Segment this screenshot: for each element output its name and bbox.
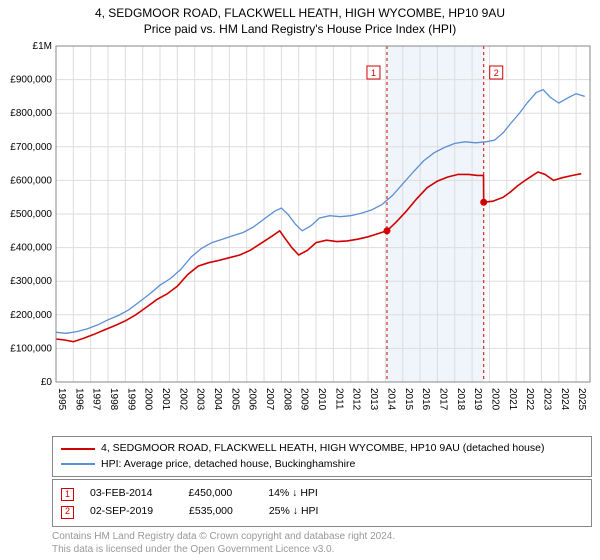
legend: 4, SEDGMOOR ROAD, FLACKWELL HEATH, HIGH … xyxy=(52,436,592,478)
markers-table: 1 03-FEB-2014 £450,000 14% ↓ HPI 2 02-SE… xyxy=(52,479,592,527)
svg-text:2017: 2017 xyxy=(437,388,448,411)
marker-row: 1 03-FEB-2014 £450,000 14% ↓ HPI xyxy=(61,485,583,503)
chart-container: 4, SEDGMOOR ROAD, FLACKWELL HEATH, HIGH … xyxy=(0,0,600,560)
marker-date: 02-SEP-2019 xyxy=(90,503,153,521)
svg-text:1999: 1999 xyxy=(125,388,136,411)
svg-text:2021: 2021 xyxy=(507,388,518,411)
svg-text:2012: 2012 xyxy=(351,388,362,411)
svg-text:2015: 2015 xyxy=(403,388,414,411)
marker-row: 2 02-SEP-2019 £535,000 25% ↓ HPI xyxy=(61,503,583,521)
legend-item: HPI: Average price, detached house, Buck… xyxy=(61,457,583,473)
svg-text:£900,000: £900,000 xyxy=(10,74,52,85)
svg-text:2009: 2009 xyxy=(299,388,310,411)
svg-text:1998: 1998 xyxy=(108,388,119,411)
marker-delta: 14% ↓ HPI xyxy=(268,485,318,503)
svg-text:£1M: £1M xyxy=(33,41,52,52)
legend-swatch xyxy=(61,463,95,465)
svg-text:2022: 2022 xyxy=(524,388,535,411)
legend-label: HPI: Average price, detached house, Buck… xyxy=(101,457,355,473)
svg-text:1995: 1995 xyxy=(56,388,67,411)
svg-text:2016: 2016 xyxy=(420,388,431,411)
legend-swatch xyxy=(61,448,95,450)
svg-text:1996: 1996 xyxy=(73,388,84,411)
svg-text:2005: 2005 xyxy=(229,388,240,411)
chart-subtitle: Price paid vs. HM Land Registry's House … xyxy=(8,22,592,36)
marker-delta: 25% ↓ HPI xyxy=(269,503,319,521)
svg-text:2000: 2000 xyxy=(143,388,154,411)
svg-text:£400,000: £400,000 xyxy=(10,242,52,253)
svg-text:£200,000: £200,000 xyxy=(10,309,52,320)
svg-text:2007: 2007 xyxy=(264,388,275,411)
attribution-line: This data is licensed under the Open Gov… xyxy=(52,544,592,557)
attribution: Contains HM Land Registry data © Crown c… xyxy=(52,531,592,556)
marker-badge: 2 xyxy=(61,506,74,519)
svg-text:2020: 2020 xyxy=(489,388,500,411)
svg-text:2004: 2004 xyxy=(212,388,223,411)
svg-text:1: 1 xyxy=(371,68,376,78)
chart-svg: £0 £100,000 £200,000 £300,000 £400,000 £500,0… xyxy=(8,40,592,418)
svg-text:2011: 2011 xyxy=(333,388,344,410)
svg-text:1997: 1997 xyxy=(91,388,102,411)
svg-text:2023: 2023 xyxy=(541,388,552,411)
svg-text:2024: 2024 xyxy=(559,388,570,411)
svg-text:£700,000: £700,000 xyxy=(10,141,52,152)
svg-text:2: 2 xyxy=(494,68,499,78)
attribution-line: Contains HM Land Registry data © Crown c… xyxy=(52,531,592,544)
svg-text:2025: 2025 xyxy=(576,388,587,411)
svg-text:2006: 2006 xyxy=(247,388,258,411)
svg-text:2001: 2001 xyxy=(160,388,171,411)
svg-text:2008: 2008 xyxy=(281,388,292,411)
legend-label: 4, SEDGMOOR ROAD, FLACKWELL HEATH, HIGH … xyxy=(101,441,544,457)
legend-item: 4, SEDGMOOR ROAD, FLACKWELL HEATH, HIGH … xyxy=(61,441,583,457)
marker-badge: 1 xyxy=(61,488,74,501)
svg-text:2013: 2013 xyxy=(368,388,379,411)
svg-text:2019: 2019 xyxy=(472,388,483,411)
svg-text:£600,000: £600,000 xyxy=(10,175,52,186)
svg-text:2002: 2002 xyxy=(177,388,188,411)
svg-text:£0: £0 xyxy=(41,377,53,388)
svg-text:2010: 2010 xyxy=(316,388,327,411)
marker-price: £535,000 xyxy=(189,503,233,521)
svg-text:£500,000: £500,000 xyxy=(10,209,52,220)
svg-text:£100,000: £100,000 xyxy=(10,343,52,354)
svg-text:2003: 2003 xyxy=(195,388,206,411)
marker-date: 03-FEB-2014 xyxy=(90,485,152,503)
chart-title: 4, SEDGMOOR ROAD, FLACKWELL HEATH, HIGH … xyxy=(8,6,592,22)
svg-text:£800,000: £800,000 xyxy=(10,108,52,119)
marker-price: £450,000 xyxy=(188,485,232,503)
svg-text:£300,000: £300,000 xyxy=(10,276,52,287)
svg-text:2018: 2018 xyxy=(455,388,466,411)
svg-text:2014: 2014 xyxy=(385,388,396,411)
chart-plot-area: £0 £100,000 £200,000 £300,000 £400,000 £500,0… xyxy=(8,40,592,432)
